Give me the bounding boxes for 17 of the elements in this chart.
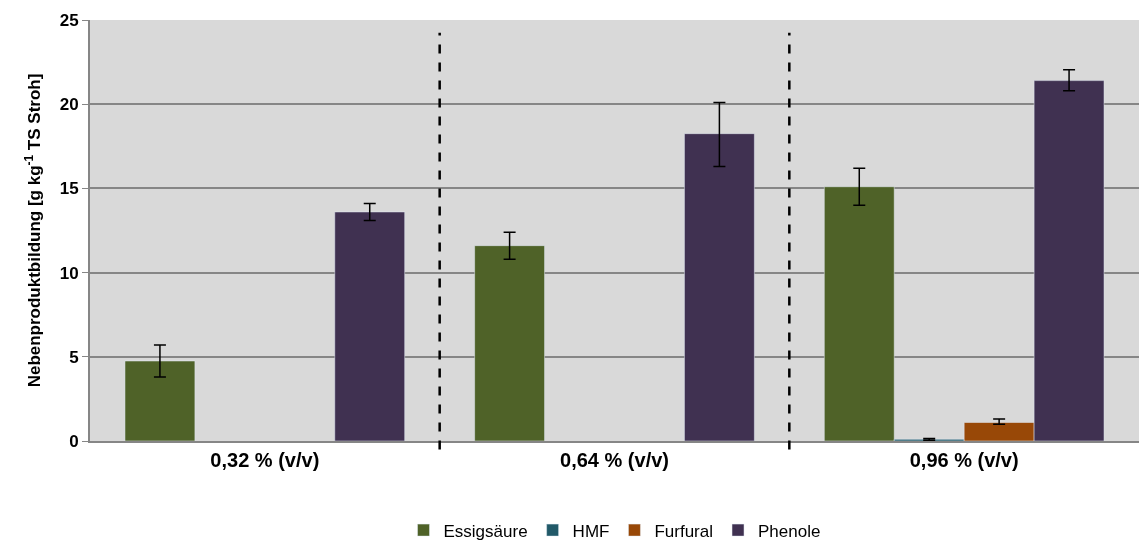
y-tick-label: 15	[59, 179, 79, 199]
legend-label: Phenole	[758, 521, 821, 541]
legend-label: HMF	[572, 521, 610, 541]
y-tick-label: 5	[69, 347, 79, 367]
x-tick-label: 0,32 % (v/v)	[210, 449, 320, 471]
bar	[474, 245, 545, 441]
x-tick-label: 0,64 % (v/v)	[560, 449, 669, 471]
y-tick-label: 10	[59, 263, 79, 283]
legend-label: Furfural	[654, 521, 714, 541]
bar	[124, 360, 196, 441]
legend-label: Essigsäure	[443, 521, 528, 541]
y-tick-label: 0	[69, 431, 79, 451]
bar	[334, 211, 405, 441]
bar	[684, 133, 755, 441]
y-tick-label: 25	[59, 10, 79, 30]
y-tick-label: 20	[59, 95, 79, 115]
x-tick-label: 0,96 % (v/v)	[909, 449, 1019, 471]
